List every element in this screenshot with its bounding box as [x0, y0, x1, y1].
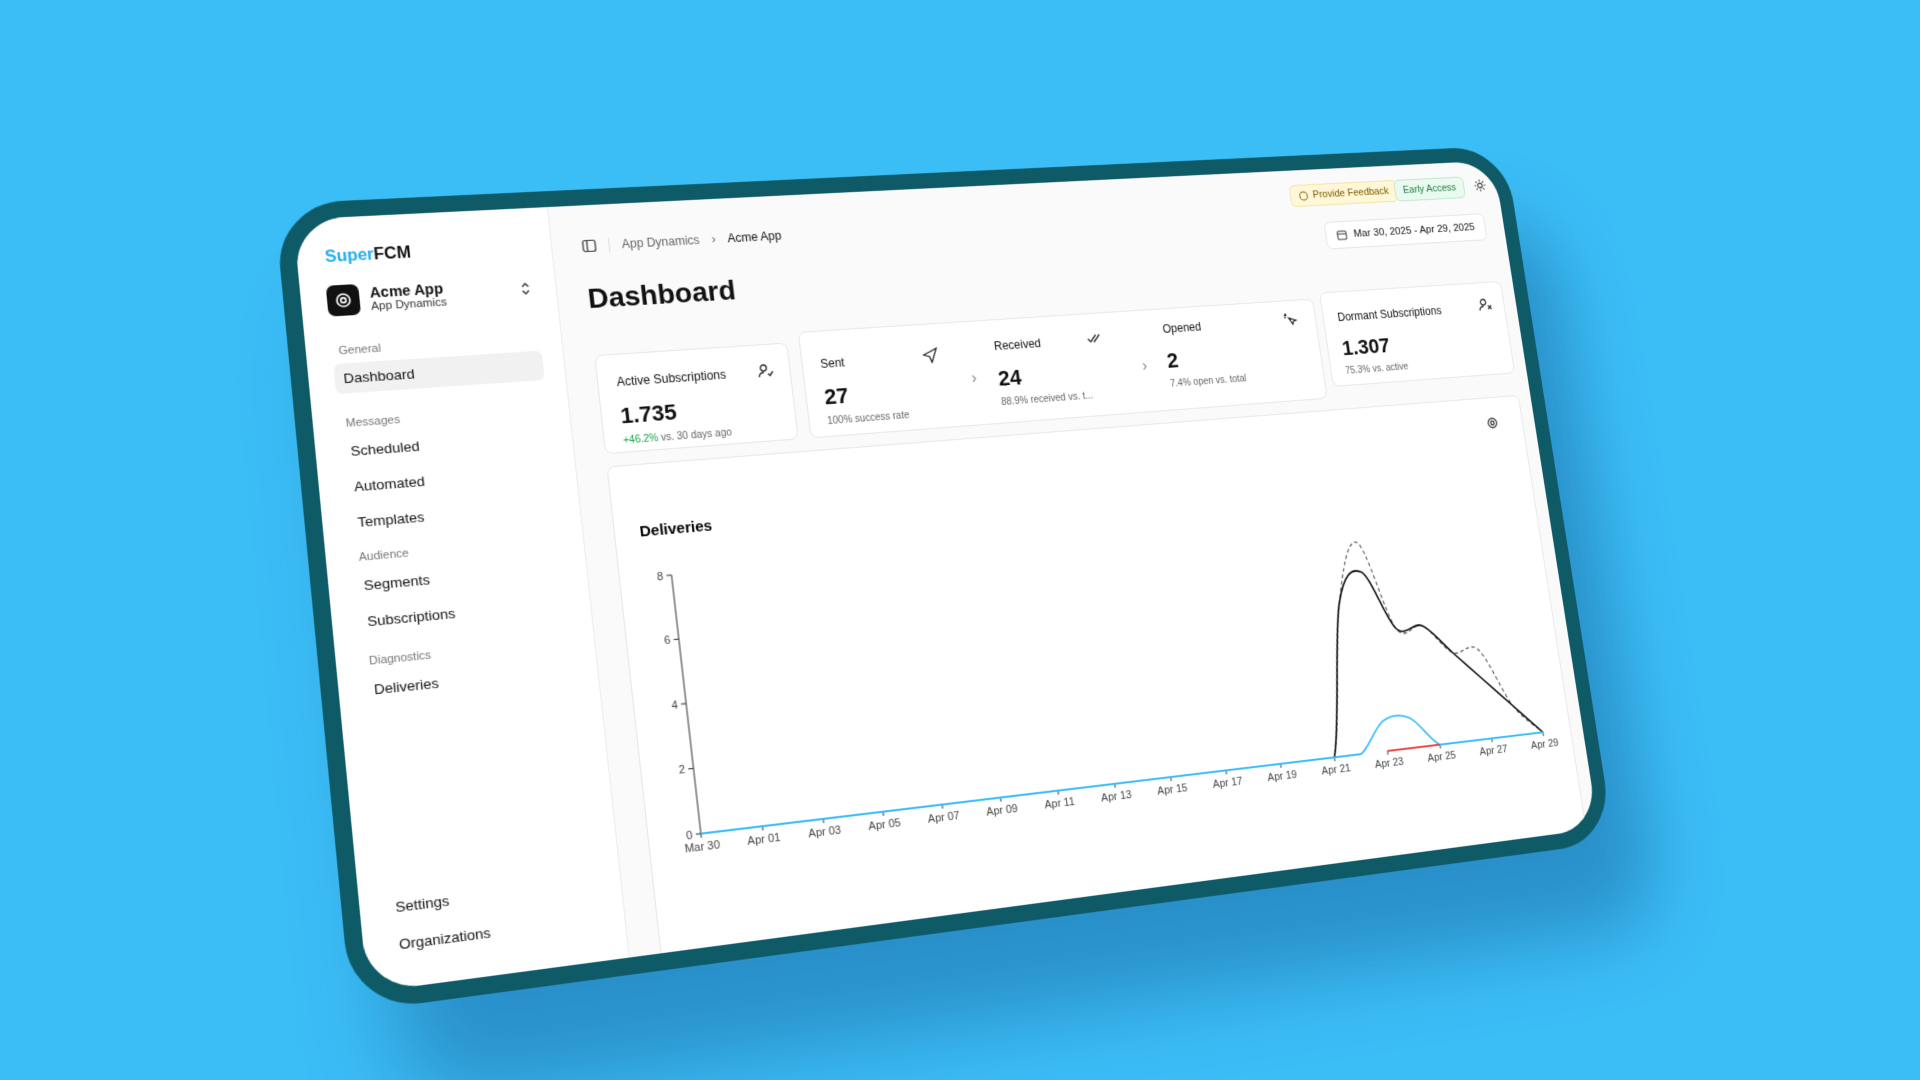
- y-tick-label: 8: [656, 571, 664, 584]
- x-tick-label: Apr 11: [1044, 796, 1076, 812]
- page-title: Dashboard: [586, 274, 738, 315]
- nav-group: Diagnostics Deliveries: [362, 635, 578, 711]
- series-line: [697, 699, 1543, 834]
- stat-label: Active Subscriptions: [615, 367, 727, 390]
- stat-value: 24: [996, 364, 1023, 391]
- breadcrumb-item[interactable]: App Dynamics: [620, 233, 701, 252]
- breadcrumb-sep: ›: [710, 232, 717, 247]
- theme-toggle[interactable]: [1473, 179, 1487, 192]
- chevron-icon[interactable]: [518, 280, 532, 297]
- double-check-icon: [1086, 330, 1103, 346]
- brand-rest: FCM: [373, 244, 412, 264]
- send-icon: [922, 347, 939, 364]
- x-tick-label: Apr 21: [1321, 762, 1352, 777]
- nav-group: Audience Segments Subscriptions: [352, 534, 571, 643]
- app-switcher[interactable]: Acme App App Dynamics: [325, 279, 448, 317]
- stat-note: 100% success rate: [826, 410, 911, 428]
- arrow: ›: [970, 369, 978, 387]
- breadcrumb-current: Acme App: [726, 228, 783, 246]
- chart-card: Deliveries 0 2 4 6 8 Mar 30 Apr 01 Apr 03 Apr 05…: [606, 394, 1589, 969]
- stat-note: 88.9% received vs. t...: [1000, 390, 1094, 409]
- breadcrumb: App Dynamics › Acme App: [581, 229, 782, 253]
- feedback-label: Provide Feedback: [1312, 185, 1390, 201]
- arrow: ›: [1141, 357, 1149, 375]
- y-tick: [681, 704, 686, 705]
- stat-note-text: vs. 30 days ago: [660, 427, 733, 444]
- nav-group: General Dashboard: [331, 332, 545, 399]
- x-tick-label: Apr 25: [1427, 750, 1457, 765]
- early-access-badge: Early Access: [1393, 176, 1466, 202]
- date-range: Mar 30, 2025 - Apr 29, 2025: [1352, 221, 1476, 240]
- stat-label: Opened: [1161, 320, 1202, 336]
- series-line: [1388, 745, 1440, 751]
- date-range-picker[interactable]: Mar 30, 2025 - Apr 29, 2025: [1323, 213, 1488, 250]
- nav-footer: Settings Organizations: [385, 867, 605, 967]
- stat: Received 24 88.9% received vs. t...: [993, 333, 1094, 408]
- x-tick-label: Apr 03: [808, 824, 842, 840]
- stat-value: 1.307: [1340, 333, 1392, 360]
- y-tick-label: 0: [686, 829, 694, 842]
- main: App Dynamics › Acme App Provide Feedback…: [547, 161, 1599, 969]
- stat-change: +46.2%: [622, 432, 659, 447]
- chat-icon: [1298, 190, 1309, 201]
- user-check-icon: [757, 362, 775, 379]
- stat-card: Dormant Subscriptions 1.307 75.3% vs. acti…: [1319, 280, 1516, 387]
- x-tick-label: Apr 15: [1157, 782, 1189, 798]
- x-tick-label: Apr 07: [927, 810, 960, 826]
- stat-note: +46.2% vs. 30 days ago: [623, 427, 734, 446]
- y-tick-label: 4: [671, 699, 679, 712]
- y-tick-label: 6: [664, 635, 672, 648]
- nav-item[interactable]: Dashboard: [333, 350, 545, 395]
- brand-accent: Super: [324, 246, 375, 267]
- y-tick: [688, 768, 693, 769]
- x-tick-label: Apr 19: [1267, 769, 1298, 784]
- chart-title: Deliveries: [639, 517, 713, 540]
- stat-card: Active Subscriptions 1.735 +46.2% vs. 30 d…: [594, 342, 799, 455]
- app-logo: [325, 283, 362, 317]
- x-tick-label: Apr 01: [747, 831, 781, 848]
- nav-group: Messages Scheduled Automated Templates: [339, 403, 561, 543]
- logo-icon: [334, 292, 353, 309]
- stat-label: Dormant Subscriptions: [1336, 304, 1443, 324]
- x-tick-label: Apr 23: [1374, 756, 1404, 771]
- calendar-icon: [1336, 229, 1348, 241]
- x-tick-label: Apr 05: [868, 817, 902, 833]
- user-x-icon: [1477, 297, 1493, 312]
- stat-value: 1.735: [619, 399, 679, 429]
- divider: [607, 237, 611, 252]
- x-tick-label: Apr 13: [1100, 789, 1132, 805]
- sidebar-toggle[interactable]: [581, 239, 597, 254]
- x-tick-label: Apr 27: [1479, 743, 1509, 758]
- x-tick-label: Apr 17: [1212, 775, 1243, 790]
- stat-value: 27: [822, 383, 850, 410]
- x-tick-label: Apr 09: [986, 803, 1019, 819]
- series-line: [675, 527, 1543, 833]
- brand: SuperFCM: [324, 244, 412, 267]
- x-tick-label: Apr 29: [1530, 737, 1559, 752]
- y-tick: [674, 639, 679, 640]
- stat: Opened 2 7.4% open vs. total: [1162, 318, 1248, 390]
- y-tick: [696, 834, 701, 835]
- early-access-label: Early Access: [1402, 182, 1457, 196]
- settings-icon[interactable]: [1488, 418, 1498, 428]
- device-frame: SuperFCM Acme App App Dynamics General Das…: [274, 145, 1615, 1013]
- x-tick-label: Mar 30: [684, 839, 721, 856]
- stat-label: Received: [993, 336, 1042, 354]
- y-tick-label: 2: [678, 764, 686, 777]
- stat: Active Subscriptions 1.735 +46.2% vs. 30 d…: [616, 368, 734, 447]
- stat-value: 2: [1165, 348, 1180, 373]
- click-icon: [1282, 312, 1298, 328]
- nav-groups: General Dashboard Messages Scheduled Automat…: [293, 207, 547, 953]
- stat-note: 75.3% vs. active: [1344, 361, 1410, 377]
- deliveries-chart: Deliveries 0 2 4 6 8 Mar 30 Apr 01 Apr 03 Apr 05…: [639, 396, 1559, 856]
- stat-note: 7.4% open vs. total: [1169, 373, 1248, 390]
- stat: Sent 27 100% success rate: [819, 352, 911, 428]
- stat-label: Sent: [819, 355, 846, 371]
- feedback-button[interactable]: Provide Feedback: [1288, 179, 1399, 208]
- stat: Dormant Subscriptions 1.307 75.3% vs. acti…: [1337, 304, 1451, 376]
